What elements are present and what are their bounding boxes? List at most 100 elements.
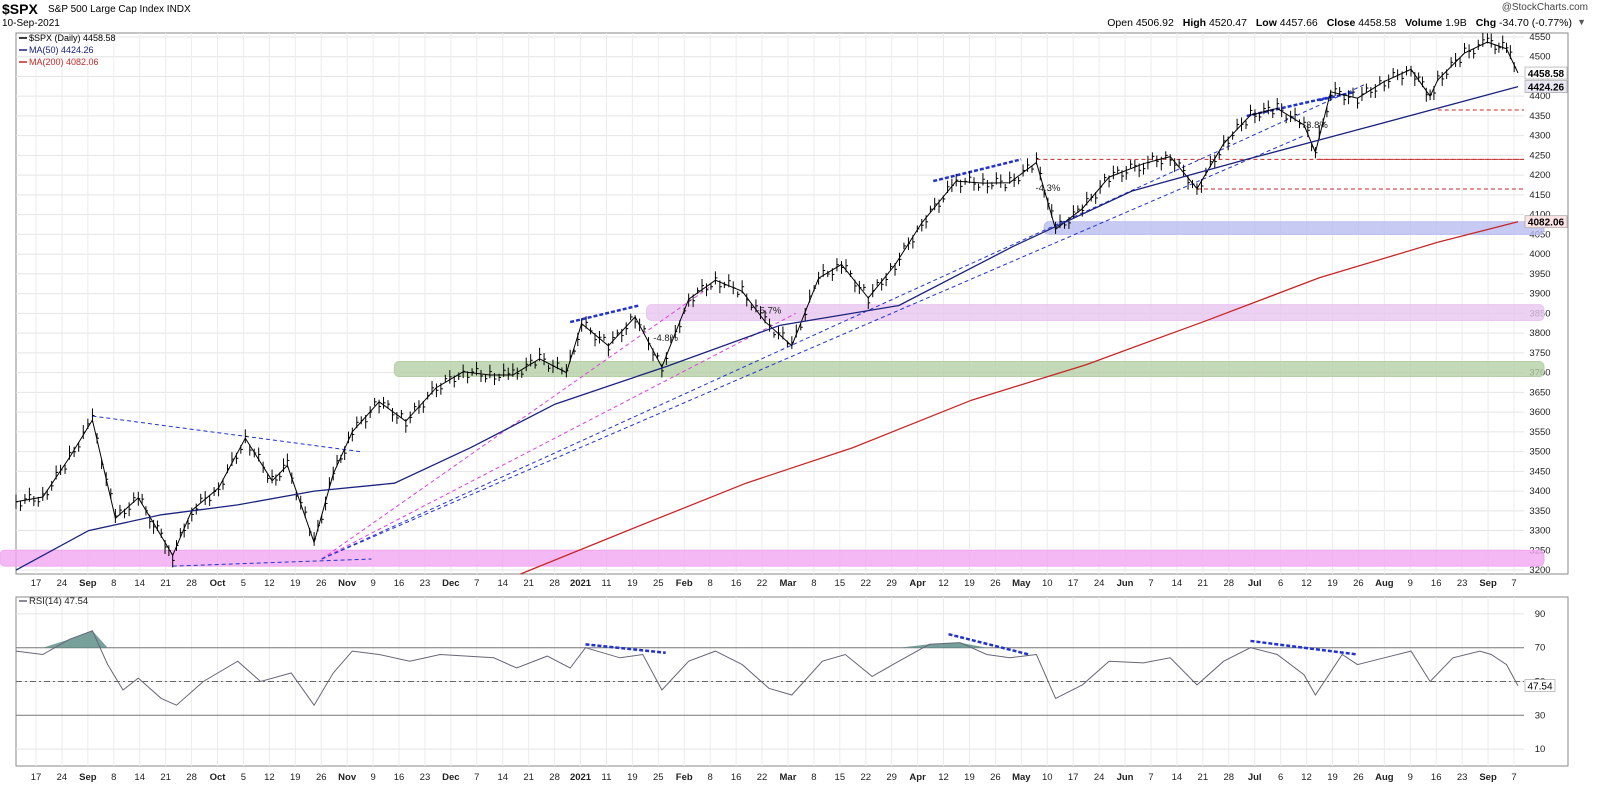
x-tick-label: Jun bbox=[1117, 578, 1134, 589]
x-tick-label: Feb bbox=[676, 578, 693, 589]
x-tick-label: 8 bbox=[111, 578, 116, 589]
x-tick-label: 24 bbox=[1094, 772, 1105, 783]
price-y-tick-label: 4400 bbox=[1529, 91, 1550, 102]
x-tick-label: 19 bbox=[290, 578, 301, 589]
price-y-tick-label: 3950 bbox=[1529, 269, 1550, 280]
symbol: $SPX bbox=[2, 1, 38, 17]
x-tick-label: 17 bbox=[31, 578, 42, 589]
x-tick-label: 28 bbox=[186, 578, 197, 589]
x-tick-label: 21 bbox=[1198, 772, 1209, 783]
x-tick-label: 7 bbox=[1511, 578, 1516, 589]
trendline bbox=[321, 135, 1305, 560]
x-tick-label: 28 bbox=[549, 772, 560, 783]
x-tick-label: 28 bbox=[1223, 578, 1234, 589]
x-tick-label: 11 bbox=[602, 772, 612, 783]
price-panel bbox=[15, 32, 1569, 575]
x-tick-label: 2021 bbox=[570, 578, 592, 589]
divergence-line bbox=[932, 158, 1022, 183]
x-tick-label: 17 bbox=[1068, 772, 1079, 783]
rsi-line bbox=[15, 630, 1519, 707]
price-y-tick-label: 3550 bbox=[1529, 427, 1550, 438]
rsi-y-tick-label: 90 bbox=[1535, 609, 1546, 620]
x-tick-label: 19 bbox=[964, 772, 975, 783]
x-tick-label: 9 bbox=[370, 578, 375, 589]
x-tick-label: May bbox=[1012, 772, 1031, 783]
x-tick-label: Apr bbox=[909, 772, 926, 783]
last-value-box bbox=[1524, 80, 1568, 93]
price-y-tick-label: 4150 bbox=[1529, 190, 1550, 201]
x-tick-label: 29 bbox=[886, 578, 897, 589]
rsi-y-tick-label: 10 bbox=[1535, 744, 1546, 755]
x-tick-label: 26 bbox=[990, 578, 1001, 589]
chart-header: $SPX S&P 500 Large Cap Index INDX 10-Sep… bbox=[0, 0, 1600, 30]
symbol-description: S&P 500 Large Cap Index INDX bbox=[48, 4, 191, 15]
x-tick-label: 28 bbox=[1223, 772, 1234, 783]
x-tick-label: 16 bbox=[731, 772, 742, 783]
low-value: 4457.66 bbox=[1279, 17, 1318, 29]
x-tick-label: 26 bbox=[316, 578, 327, 589]
rsi-y-tick-label: 30 bbox=[1535, 710, 1546, 721]
x-tick-label: May bbox=[1012, 578, 1031, 589]
x-tick-label: 17 bbox=[1068, 578, 1079, 589]
x-tick-label: 25 bbox=[653, 772, 664, 783]
price-y-tick-label: 3800 bbox=[1529, 328, 1550, 339]
x-tick-label: Apr bbox=[909, 578, 926, 589]
rsi-divergence-line bbox=[585, 643, 666, 655]
last-value-box bbox=[1524, 215, 1568, 229]
price-y-tick-label: 3350 bbox=[1529, 506, 1550, 517]
x-tick-label: 7 bbox=[1511, 772, 1516, 783]
x-tick-label: 23 bbox=[420, 772, 431, 783]
price-y-tick-label: 4300 bbox=[1529, 131, 1550, 142]
x-tick-label: 14 bbox=[134, 772, 145, 783]
x-tick-label: Jun bbox=[1117, 772, 1134, 783]
x-tick-label: 26 bbox=[1353, 772, 1364, 783]
open-value: 4506.92 bbox=[1135, 17, 1174, 29]
x-tick-label: 9 bbox=[370, 772, 375, 783]
x-tick-label: 8 bbox=[811, 578, 816, 589]
x-tick-label: 12 bbox=[1301, 772, 1312, 783]
x-tick-label: Sep bbox=[79, 578, 97, 589]
x-tick-label: 21 bbox=[160, 578, 171, 589]
last-value-label: 4082.06 bbox=[1528, 218, 1565, 229]
rsi-last-value-label: 47.54 bbox=[1527, 682, 1552, 693]
trendline bbox=[172, 558, 372, 567]
x-tick-label: 26 bbox=[1353, 578, 1364, 589]
x-tick-label: Dec bbox=[442, 772, 459, 783]
price-y-tick-label: 3300 bbox=[1529, 526, 1550, 537]
x-tick-label: 12 bbox=[938, 772, 949, 783]
price-y-tick-label: 4250 bbox=[1529, 150, 1550, 161]
x-tick-label: 16 bbox=[394, 578, 405, 589]
x-tick-label: 10 bbox=[1042, 578, 1053, 589]
x-tick-label: 22 bbox=[860, 578, 871, 589]
price-y-tick-label: 3600 bbox=[1529, 407, 1550, 418]
x-tick-label: 14 bbox=[497, 772, 508, 783]
x-tick-label: 14 bbox=[1172, 578, 1183, 589]
trendlines bbox=[92, 83, 1524, 567]
x-tick-label: 8 bbox=[708, 772, 713, 783]
x-tick-label: 17 bbox=[31, 772, 42, 783]
drawdown-annotation: -4.8% bbox=[653, 333, 678, 344]
price-y-tick-label: 3900 bbox=[1529, 289, 1550, 300]
x-tick-label: 25 bbox=[653, 578, 664, 589]
high-value: 4520.47 bbox=[1208, 17, 1247, 29]
x-tick-label: 29 bbox=[886, 772, 897, 783]
x-axis: 17 17 24 24 Sep Sep 8 8 14 14 21 21 28 28 Oct Oct 5 5 12 12… bbox=[31, 33, 1517, 783]
x-tick-label: 19 bbox=[1327, 578, 1338, 589]
price-y-tick-label: 4200 bbox=[1529, 170, 1550, 181]
x-tick-label: 23 bbox=[1457, 578, 1468, 589]
support-zone bbox=[393, 361, 1545, 378]
x-tick-label: 24 bbox=[57, 578, 68, 589]
low-label: Low bbox=[1255, 17, 1277, 29]
triangle-down-icon[interactable]: ▼ bbox=[1577, 17, 1586, 27]
last-value-label: 4424.26 bbox=[1528, 83, 1565, 94]
x-tick-label: 2021 bbox=[570, 772, 592, 783]
x-tick-label: 16 bbox=[394, 772, 405, 783]
x-tick-label: 15 bbox=[835, 772, 846, 783]
x-tick-label: 24 bbox=[1094, 578, 1105, 589]
price-y-tick-label: 3450 bbox=[1529, 466, 1550, 477]
x-tick-label: 19 bbox=[290, 772, 301, 783]
x-tick-label: 24 bbox=[57, 772, 68, 783]
rsi-divergence-line bbox=[948, 632, 1030, 656]
x-tick-label: Mar bbox=[780, 772, 797, 783]
